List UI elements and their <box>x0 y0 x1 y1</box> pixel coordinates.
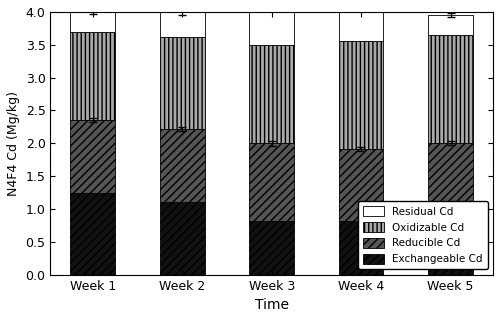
Bar <box>70 32 115 120</box>
Bar <box>339 149 384 221</box>
Bar <box>70 193 115 275</box>
Y-axis label: N4F4 Cd (Mg/kg): N4F4 Cd (Mg/kg) <box>7 91 20 196</box>
Legend: Residual Cd, Oxidizable Cd, Reducible Cd, Exchangeable Cd: Residual Cd, Oxidizable Cd, Reducible Cd… <box>358 201 488 270</box>
Bar <box>339 221 384 275</box>
Bar <box>70 12 115 32</box>
Bar <box>160 37 204 129</box>
Bar <box>70 120 115 193</box>
Bar <box>428 35 473 143</box>
Bar <box>160 202 204 275</box>
Bar <box>250 45 294 143</box>
Bar <box>160 12 204 37</box>
Bar <box>250 0 294 45</box>
Bar <box>160 129 204 202</box>
Bar <box>428 143 473 226</box>
Bar <box>250 143 294 221</box>
Bar <box>339 9 384 41</box>
X-axis label: Time: Time <box>254 298 288 312</box>
Bar <box>428 226 473 275</box>
Bar <box>339 41 384 149</box>
Bar <box>428 15 473 35</box>
Bar <box>250 221 294 275</box>
